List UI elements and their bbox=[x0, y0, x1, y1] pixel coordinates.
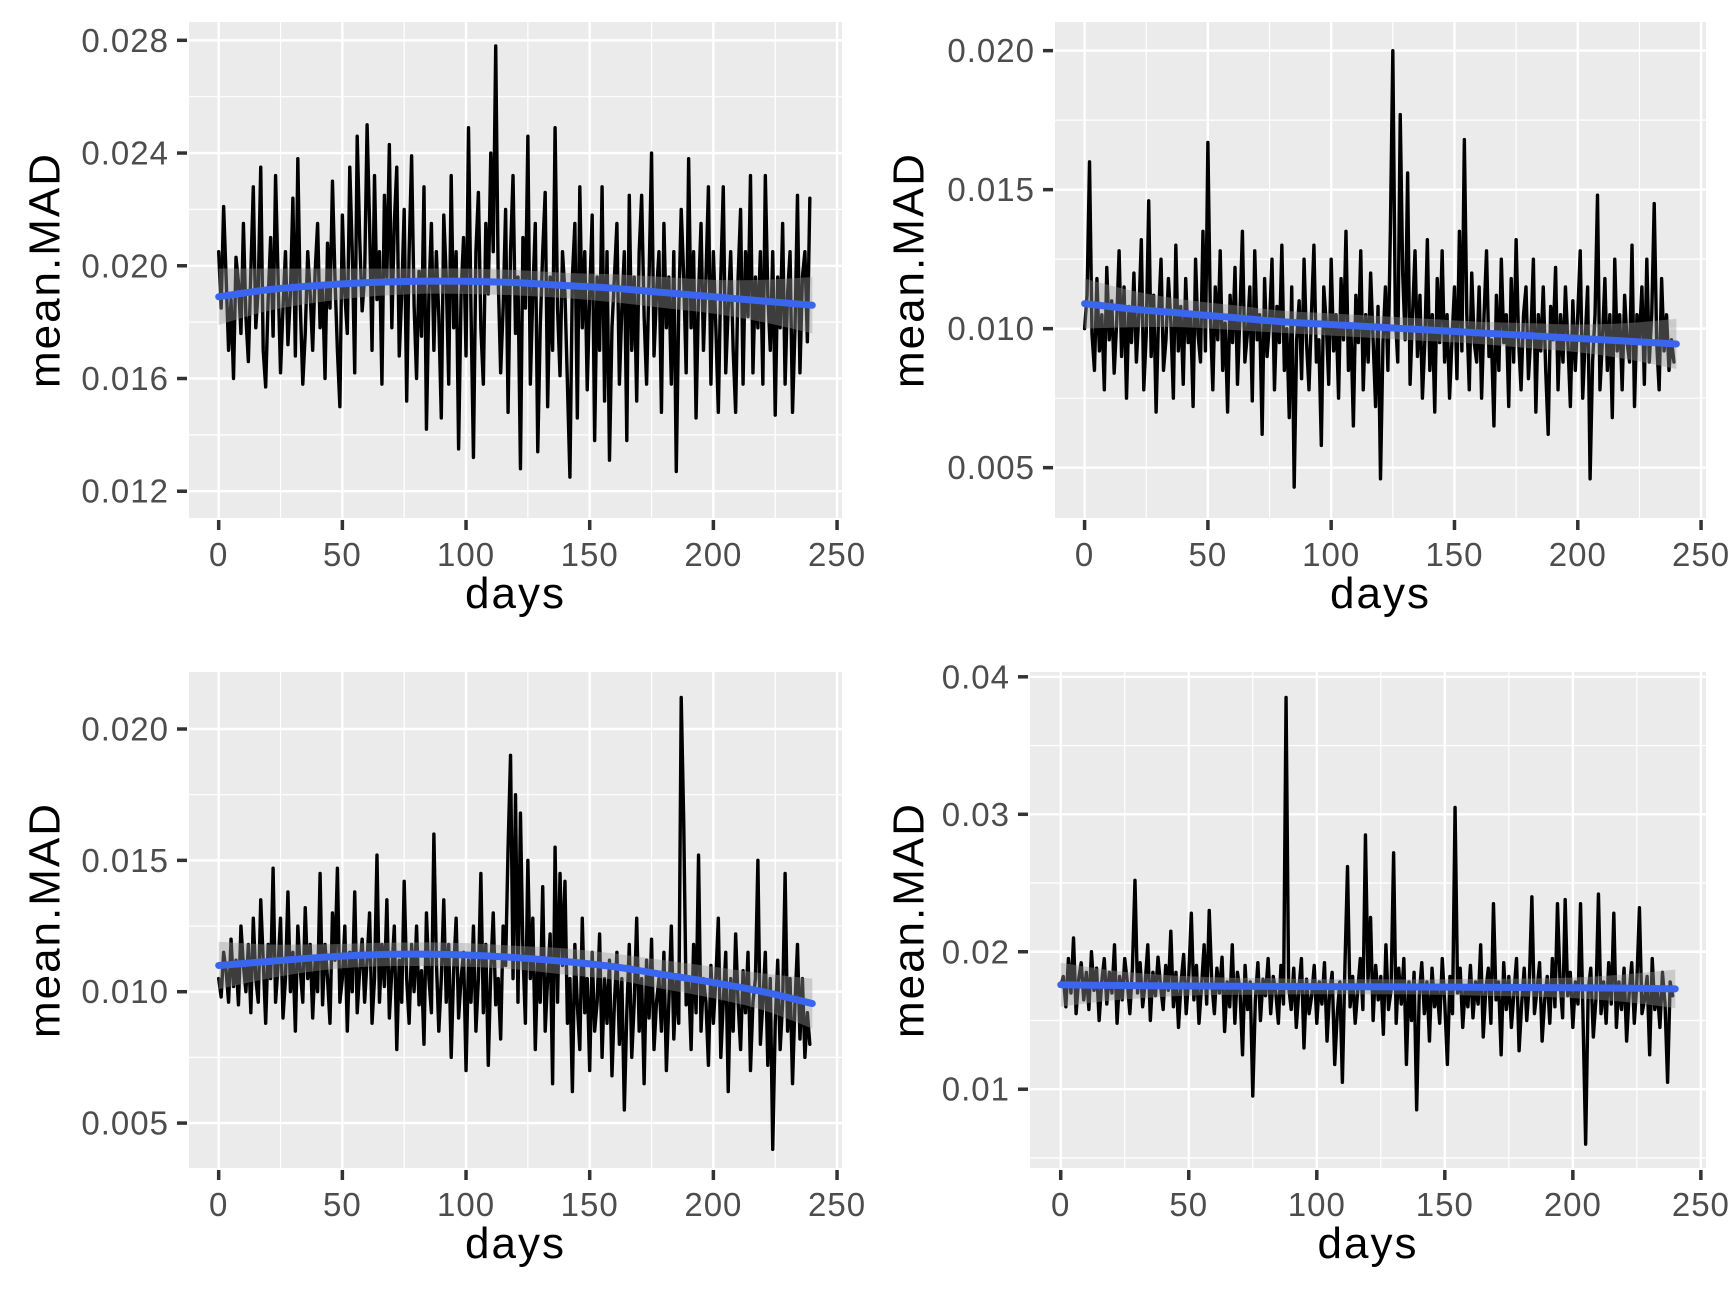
x-axis-tick-label: 250 bbox=[1672, 536, 1729, 573]
y-axis-tick-label: 0.015 bbox=[81, 842, 169, 879]
y-axis-title: mean.MAD bbox=[884, 802, 933, 1038]
x-axis-tick-label: 150 bbox=[561, 1186, 619, 1223]
x-axis-tick-label: 50 bbox=[323, 1186, 362, 1223]
x-axis-tick-label: 0 bbox=[1075, 536, 1094, 573]
y-axis-tick-label: 0.010 bbox=[81, 973, 169, 1010]
y-axis-title: mean.MAD bbox=[20, 802, 69, 1038]
x-axis-tick-label: 150 bbox=[1425, 536, 1483, 573]
x-axis-tick-label: 0 bbox=[1051, 1186, 1070, 1223]
x-axis-tick-label: 50 bbox=[1189, 536, 1228, 573]
axis-ticks bbox=[177, 38, 839, 530]
subplot-top-right: 0 50 100 150 200 250 0.005 0.010 0.015 0.020 days m… bbox=[864, 0, 1729, 650]
x-axis-tick-label: 250 bbox=[808, 536, 864, 573]
y-axis-tick-label: 0.04 bbox=[942, 658, 1010, 695]
y-axis-tick-label: 0.020 bbox=[81, 711, 169, 748]
y-axis-tick-label: 0.028 bbox=[81, 22, 169, 59]
chart-svg: 0 50 100 150 200 250 0.012 0.016 0.020 0.024 0.028… bbox=[20, 22, 864, 618]
subplot-bottom-right: 0 50 100 150 200 250 0.01 0.02 0.03 0.04 days mean.… bbox=[864, 650, 1729, 1300]
data-line bbox=[1082, 48, 1676, 489]
smooth-line bbox=[215, 277, 816, 309]
x-axis-tick-label: 200 bbox=[684, 1186, 742, 1223]
y-axis-title: mean.MAD bbox=[884, 152, 933, 388]
y-axis-tick-label: 0.02 bbox=[942, 933, 1010, 970]
data-line bbox=[216, 44, 812, 479]
x-axis-tick-label: 0 bbox=[209, 536, 228, 573]
x-axis-tick-label: 150 bbox=[561, 536, 619, 573]
smooth-line bbox=[215, 950, 816, 1008]
subplot-bottom-left: 0 50 100 150 200 250 0.005 0.010 0.015 0.020 days m… bbox=[0, 650, 864, 1300]
chart-svg: 0 50 100 150 200 250 0.01 0.02 0.03 0.04 days mean.… bbox=[884, 658, 1729, 1268]
x-axis-tick-label: 100 bbox=[437, 1186, 495, 1223]
y-axis-tick-label: 0.010 bbox=[947, 310, 1035, 347]
y-axis-tick-label: 0.016 bbox=[81, 360, 169, 397]
x-axis-tick-label: 200 bbox=[1549, 536, 1607, 573]
x-axis-title: days bbox=[1330, 569, 1431, 618]
x-axis-tick-label: 100 bbox=[437, 536, 495, 573]
y-axis-tick-label: 0.01 bbox=[942, 1071, 1010, 1108]
x-axis-title: days bbox=[1318, 1219, 1419, 1268]
axis-ticks bbox=[177, 727, 839, 1180]
x-axis-tick-label: 100 bbox=[1302, 536, 1360, 573]
data-line bbox=[216, 695, 812, 1152]
y-axis-title: mean.MAD bbox=[20, 152, 69, 388]
data-line bbox=[1059, 695, 1675, 1146]
smooth-line bbox=[1057, 981, 1679, 993]
x-axis-tick-label: 150 bbox=[1416, 1186, 1474, 1223]
x-axis-tick-label: 50 bbox=[323, 536, 362, 573]
x-axis-tick-label: 100 bbox=[1288, 1186, 1346, 1223]
x-axis-tick-label: 0 bbox=[209, 1186, 228, 1223]
y-axis-tick-label: 0.012 bbox=[81, 473, 169, 510]
y-axis-tick-label: 0.005 bbox=[81, 1105, 169, 1142]
y-axis-tick-label: 0.020 bbox=[947, 32, 1035, 69]
x-axis-tick-label: 250 bbox=[1672, 1186, 1729, 1223]
y-axis-tick-label: 0.020 bbox=[81, 247, 169, 284]
smooth-line bbox=[1081, 300, 1680, 348]
subplot-top-left: 0 50 100 150 200 250 0.012 0.016 0.020 0.024 0.028… bbox=[0, 0, 864, 650]
x-axis-tick-label: 200 bbox=[1544, 1186, 1602, 1223]
axis-ticks bbox=[1043, 48, 1703, 530]
chart-svg: 0 50 100 150 200 250 0.005 0.010 0.015 0.020 days m… bbox=[884, 22, 1729, 618]
y-axis-tick-label: 0.005 bbox=[947, 449, 1035, 486]
x-axis-tick-label: 200 bbox=[684, 536, 742, 573]
confidence-ribbon bbox=[218, 941, 813, 1029]
y-axis-tick-label: 0.03 bbox=[942, 796, 1010, 833]
y-axis-tick-label: 0.024 bbox=[81, 135, 169, 172]
y-axis-tick-label: 0.015 bbox=[947, 171, 1035, 208]
x-axis-title: days bbox=[465, 569, 566, 618]
x-axis-tick-label: 250 bbox=[808, 1186, 864, 1223]
chart-svg: 0 50 100 150 200 250 0.005 0.010 0.015 0.020 days m… bbox=[20, 672, 864, 1268]
x-axis-tick-label: 50 bbox=[1169, 1186, 1208, 1223]
x-axis-title: days bbox=[465, 1219, 566, 1268]
axis-ticks bbox=[1018, 675, 1703, 1180]
